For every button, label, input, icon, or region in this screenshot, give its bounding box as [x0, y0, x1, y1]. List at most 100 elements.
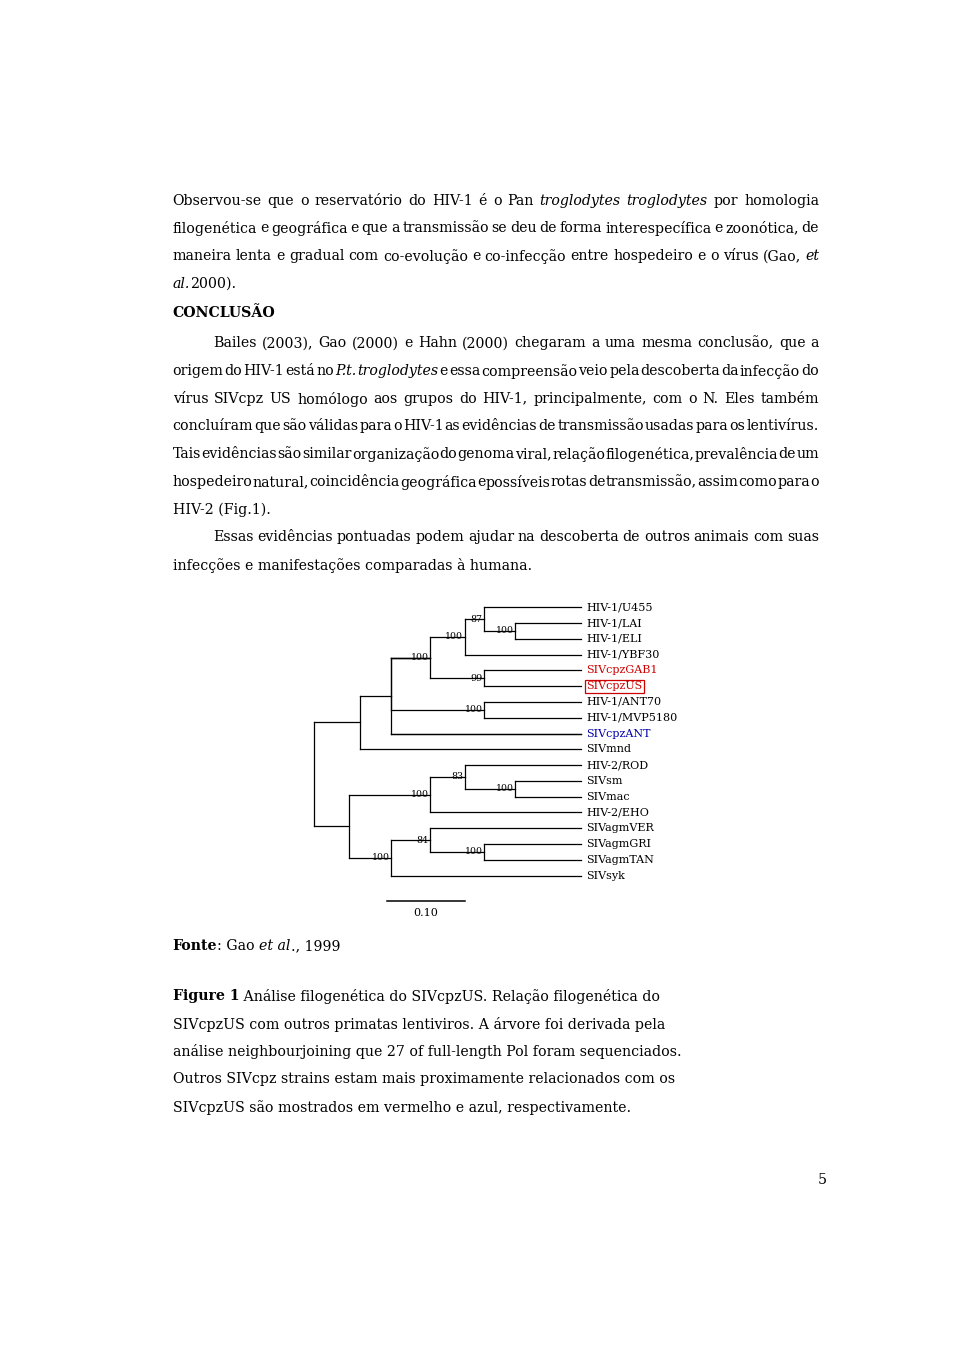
- Text: hospedeiro: hospedeiro: [173, 475, 252, 489]
- Text: válidas: válidas: [308, 420, 358, 433]
- Text: 5: 5: [818, 1173, 827, 1187]
- Text: et: et: [805, 250, 819, 263]
- Text: origem: origem: [173, 364, 224, 378]
- Text: Essas: Essas: [213, 530, 253, 545]
- Text: principalmente,: principalmente,: [534, 391, 647, 406]
- Text: o: o: [810, 475, 819, 489]
- Text: 100: 100: [445, 633, 464, 641]
- Text: prevalência: prevalência: [695, 447, 779, 462]
- Text: de: de: [540, 221, 557, 235]
- Text: se: se: [492, 221, 507, 235]
- Text: o: o: [688, 391, 697, 406]
- Text: por: por: [713, 194, 738, 208]
- Text: HIV-1/MVP5180: HIV-1/MVP5180: [587, 713, 678, 722]
- Text: SIVcpzUS são mostrados em vermelho e azul, respectivamente.: SIVcpzUS são mostrados em vermelho e azu…: [173, 1100, 631, 1115]
- Text: da: da: [721, 364, 739, 378]
- Text: SIVmnd: SIVmnd: [587, 744, 632, 754]
- Text: as: as: [444, 420, 460, 433]
- Text: SIVmac: SIVmac: [587, 792, 630, 801]
- Text: e: e: [477, 475, 486, 489]
- Text: SIVcpzUS: SIVcpzUS: [587, 682, 643, 691]
- Text: e: e: [404, 337, 413, 350]
- Text: que: que: [779, 337, 805, 350]
- Text: ., 1999: ., 1999: [291, 940, 340, 953]
- Text: com: com: [348, 250, 378, 263]
- Text: Análise filogenética do SIVcpzUS. Relação filogenética do: Análise filogenética do SIVcpzUS. Relaçã…: [239, 989, 660, 1004]
- Text: a: a: [810, 337, 819, 350]
- Text: homologia: homologia: [744, 194, 819, 208]
- Text: hospedeiro: hospedeiro: [613, 250, 693, 263]
- Text: interespecífica: interespecífica: [605, 221, 711, 236]
- Text: similar: similar: [302, 447, 351, 462]
- Text: geográfica: geográfica: [400, 475, 477, 490]
- Text: US: US: [270, 391, 292, 406]
- Text: CONCLUSÃO: CONCLUSÃO: [173, 306, 276, 319]
- Text: o: o: [300, 194, 309, 208]
- Text: também: também: [760, 391, 819, 406]
- Text: natural,: natural,: [252, 475, 309, 489]
- Text: co-evolução: co-evolução: [383, 250, 468, 263]
- Text: zoonótica,: zoonótica,: [725, 221, 799, 235]
- Text: Gao: Gao: [319, 337, 347, 350]
- Text: com: com: [653, 391, 683, 406]
- Text: do: do: [409, 194, 426, 208]
- Text: a: a: [591, 337, 600, 350]
- Text: Hahn: Hahn: [418, 337, 457, 350]
- Text: e: e: [714, 221, 723, 235]
- Text: como: como: [738, 475, 778, 489]
- Text: grupos: grupos: [403, 391, 453, 406]
- Text: 83: 83: [451, 773, 464, 781]
- Text: ajudar: ajudar: [468, 530, 514, 545]
- Text: homólogo: homólogo: [297, 391, 368, 406]
- Text: que: que: [254, 420, 281, 433]
- Text: HIV-2/EHO: HIV-2/EHO: [587, 808, 649, 818]
- Text: co-infecção: co-infecção: [485, 250, 566, 263]
- Text: 100: 100: [465, 847, 483, 857]
- Text: do: do: [440, 447, 457, 462]
- Text: N.: N.: [703, 391, 719, 406]
- Text: do: do: [225, 364, 243, 378]
- Text: o: o: [492, 194, 501, 208]
- Text: troglodytes: troglodytes: [357, 364, 439, 378]
- Text: rotas: rotas: [551, 475, 588, 489]
- Text: são: são: [277, 447, 301, 462]
- Text: lentivírus.: lentivírus.: [747, 420, 819, 433]
- Text: Fonte: Fonte: [173, 940, 217, 953]
- Text: HIV-1/ELI: HIV-1/ELI: [587, 634, 642, 644]
- Text: vírus: vírus: [173, 391, 208, 406]
- Text: de: de: [622, 530, 640, 545]
- Text: outros: outros: [644, 530, 690, 545]
- Text: HIV-1/ANT70: HIV-1/ANT70: [587, 697, 661, 708]
- Text: 100: 100: [372, 853, 390, 862]
- Text: de: de: [779, 447, 796, 462]
- Text: descoberta: descoberta: [640, 364, 720, 378]
- Text: pela: pela: [610, 364, 639, 378]
- Text: SIVcpzUS com outros primatas lentiviros. A árvore foi derivada pela: SIVcpzUS com outros primatas lentiviros.…: [173, 1017, 665, 1032]
- Text: evidências: evidências: [257, 530, 333, 545]
- Text: filogenética: filogenética: [173, 221, 257, 236]
- Text: no: no: [316, 364, 334, 378]
- Text: Outros SIVcpz strains estam mais proximamente relacionados com os: Outros SIVcpz strains estam mais proxima…: [173, 1073, 675, 1086]
- Text: do: do: [459, 391, 477, 406]
- Text: coincidência: coincidência: [310, 475, 400, 489]
- Text: SIVcpzANT: SIVcpzANT: [587, 728, 651, 739]
- Text: e: e: [697, 250, 706, 263]
- Text: os: os: [730, 420, 746, 433]
- Text: HIV-1/YBF30: HIV-1/YBF30: [587, 649, 660, 660]
- Text: SIVsyk: SIVsyk: [587, 870, 625, 880]
- Text: o: o: [393, 420, 401, 433]
- Text: SIVagmGRI: SIVagmGRI: [587, 839, 652, 849]
- Text: animais: animais: [694, 530, 750, 545]
- Text: do: do: [802, 364, 819, 378]
- Text: 84: 84: [417, 835, 428, 845]
- Text: vírus: vírus: [723, 250, 758, 263]
- Text: : Gao: : Gao: [217, 940, 259, 953]
- Text: SIVagmTAN: SIVagmTAN: [587, 854, 655, 865]
- Text: 0.10: 0.10: [414, 909, 439, 918]
- Text: deu: deu: [510, 221, 537, 235]
- Text: (2000): (2000): [462, 337, 509, 350]
- Text: de: de: [588, 475, 606, 489]
- Text: HIV-1: HIV-1: [244, 364, 284, 378]
- Text: troglodytes: troglodytes: [627, 194, 708, 208]
- Text: Bailes: Bailes: [213, 337, 256, 350]
